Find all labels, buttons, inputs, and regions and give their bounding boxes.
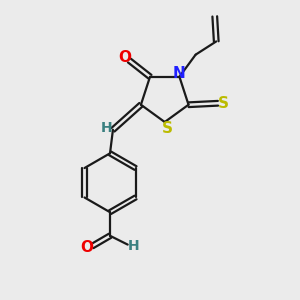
Text: O: O [118, 50, 131, 64]
Text: S: S [218, 96, 230, 111]
Text: O: O [80, 240, 93, 255]
Text: H: H [101, 121, 112, 135]
Text: H: H [128, 239, 140, 253]
Text: S: S [162, 121, 172, 136]
Text: N: N [173, 66, 186, 81]
